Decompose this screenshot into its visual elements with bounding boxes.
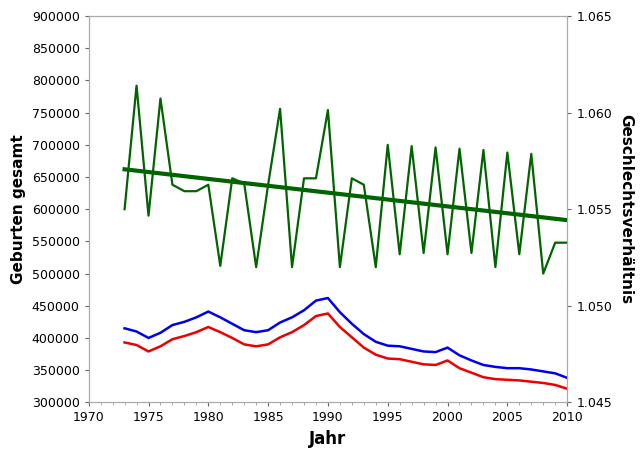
X-axis label: Jahr: Jahr xyxy=(309,430,346,448)
Y-axis label: Geschlechtsverhältnis: Geschlechtsverhältnis xyxy=(618,114,633,304)
Y-axis label: Geburten gesamt: Geburten gesamt xyxy=(11,134,26,284)
